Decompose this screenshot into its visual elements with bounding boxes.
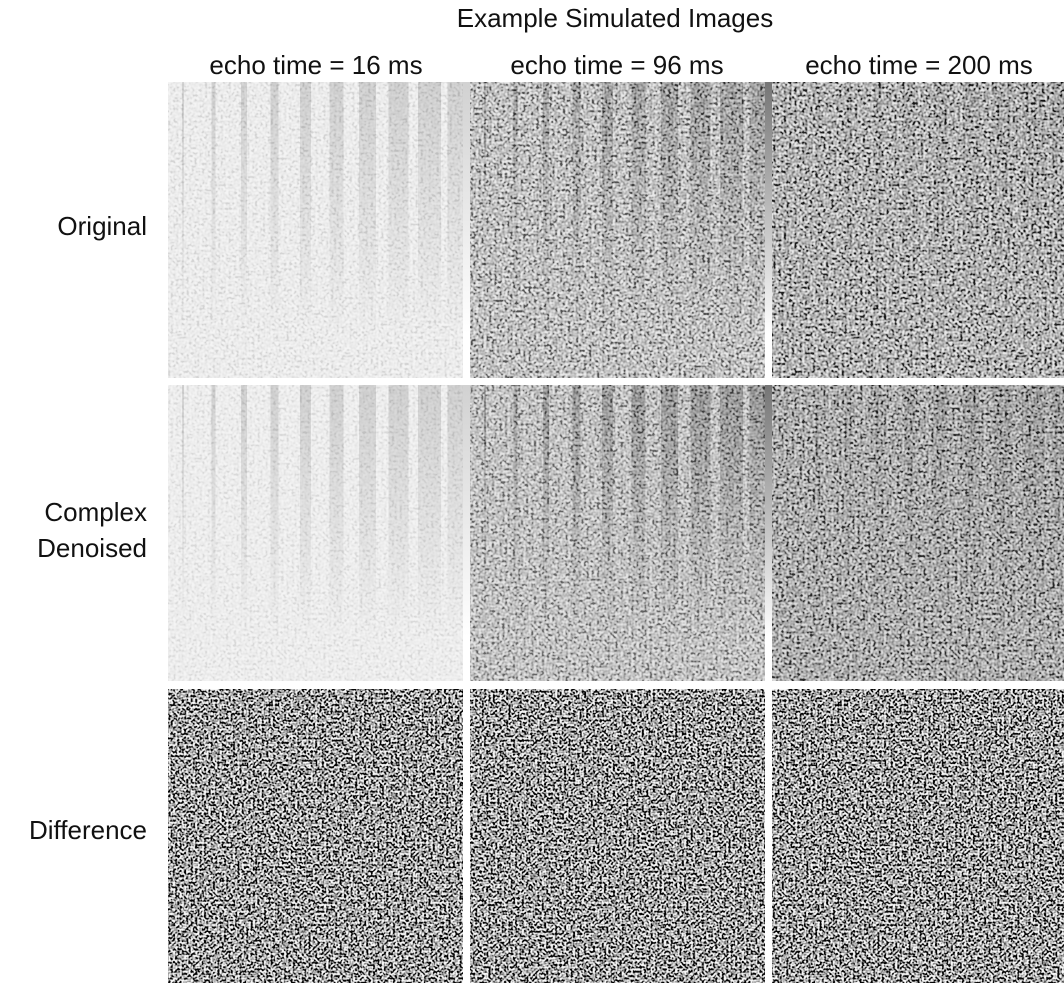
image-panel	[168, 82, 474, 378]
image-panel	[168, 689, 463, 983]
image-panel	[772, 689, 1064, 983]
row-label: Difference	[29, 815, 147, 845]
noise	[470, 689, 765, 983]
noise	[470, 385, 765, 681]
figure-title: Example Simulated Images	[457, 3, 773, 33]
image-panel	[470, 689, 765, 983]
row-label: Complex	[44, 497, 147, 527]
noise	[772, 385, 1064, 681]
image-panel	[772, 385, 1064, 681]
noise	[772, 689, 1064, 983]
column-label: echo time = 200 ms	[805, 50, 1033, 80]
image-panel	[168, 385, 474, 681]
image-panel	[470, 82, 776, 378]
image-panel	[470, 385, 776, 681]
noise	[168, 385, 463, 681]
column-label: echo time = 16 ms	[209, 50, 422, 80]
noise	[470, 82, 765, 378]
noise	[168, 689, 463, 983]
noise	[772, 82, 1064, 378]
row-label: Denoised	[37, 533, 147, 563]
image-panel	[772, 82, 1064, 378]
image-grid	[168, 82, 1064, 983]
noise	[168, 82, 463, 378]
column-label: echo time = 96 ms	[510, 50, 723, 80]
row-label: Original	[57, 211, 147, 241]
